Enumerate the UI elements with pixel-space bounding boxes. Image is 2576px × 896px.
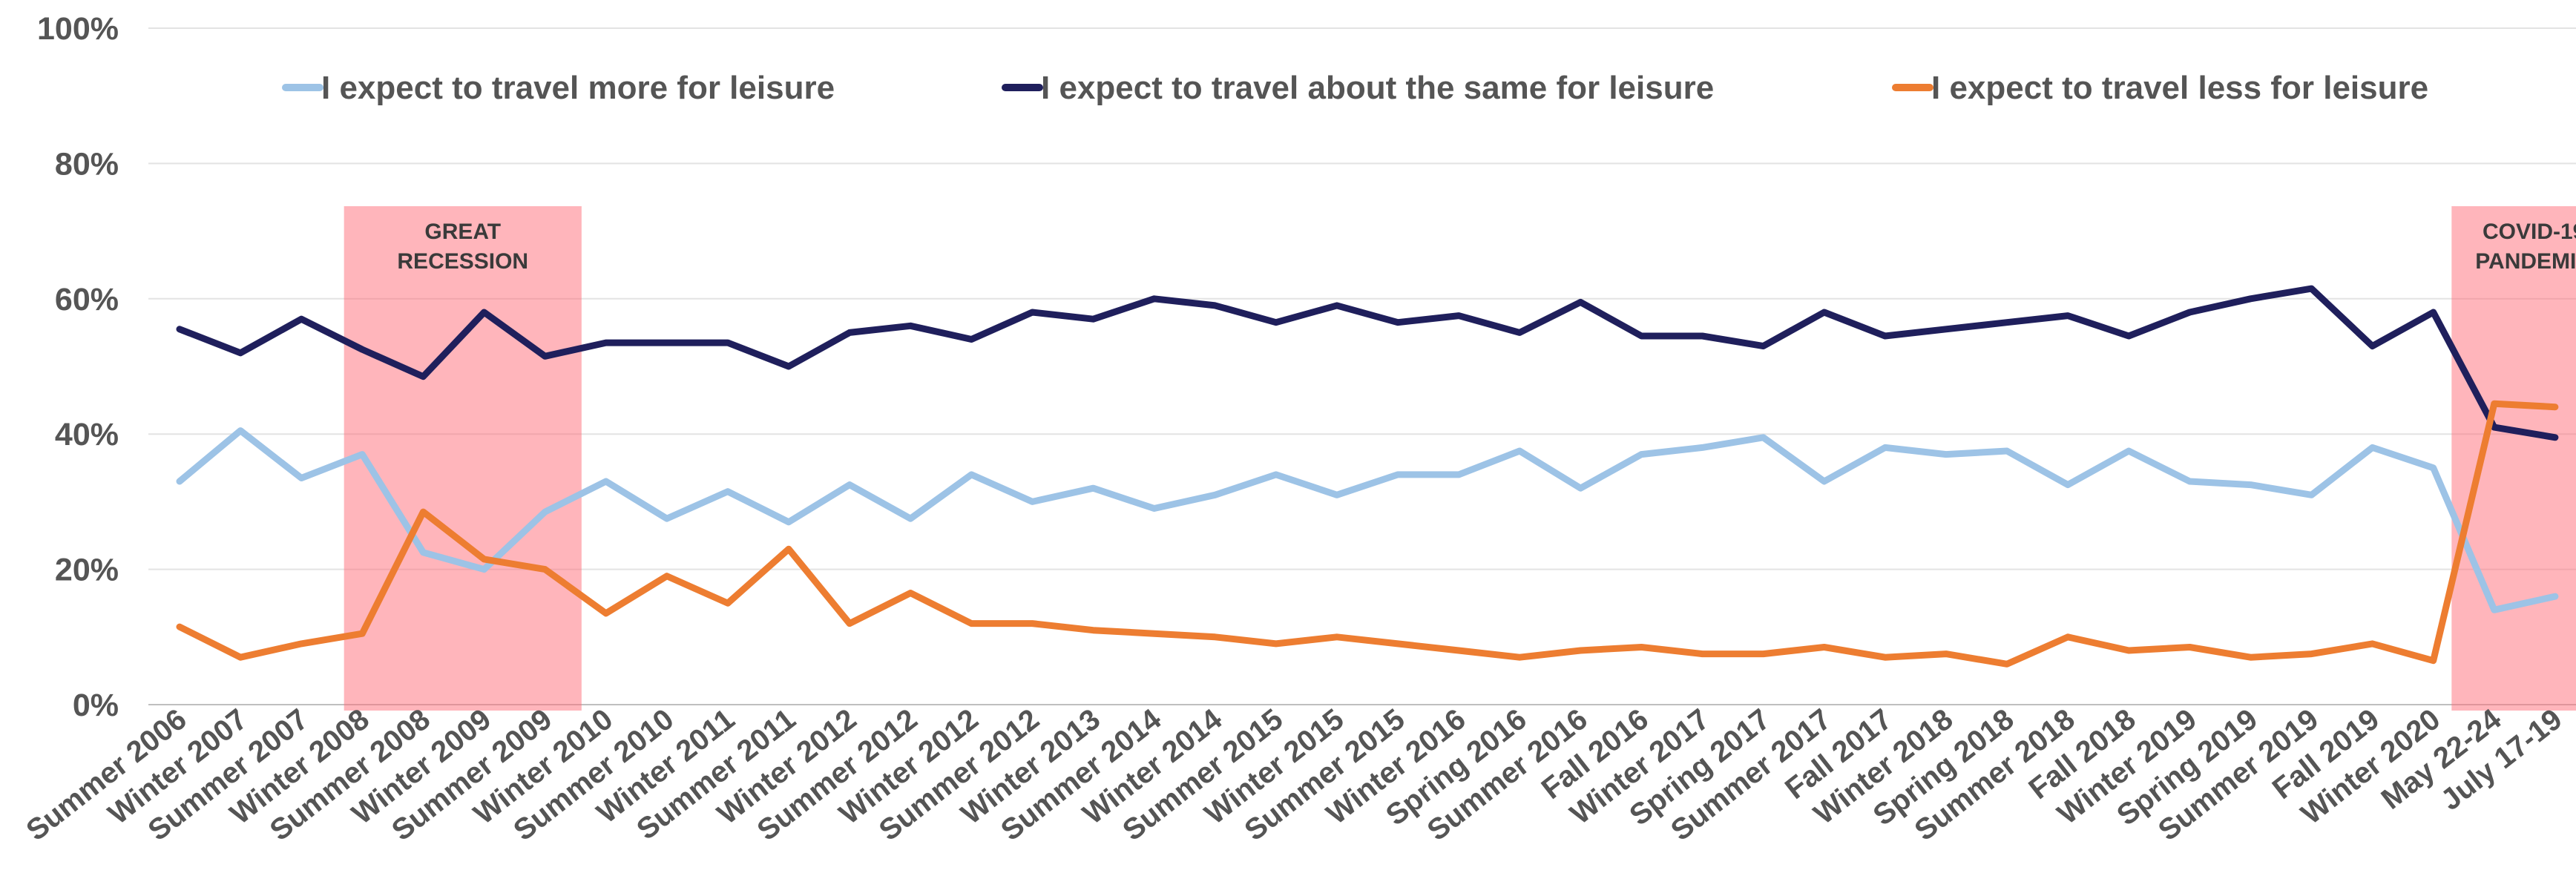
series-line xyxy=(176,427,2559,613)
y-tick-label: 20% xyxy=(55,553,119,588)
y-tick-label: 0% xyxy=(73,688,119,723)
series-line xyxy=(176,285,2559,441)
legend: I expect to travel more for leisure I exp… xyxy=(282,70,2428,106)
y-tick-label: 80% xyxy=(55,146,119,182)
legend-label: I expect to travel more for leisure xyxy=(321,70,835,106)
highlight-bands: GREAT RECESSION COVID-19 PANDEMIC xyxy=(344,206,2576,711)
highlight-band-label: RECESSION xyxy=(397,249,528,274)
highlight-band xyxy=(2451,206,2576,711)
legend-label: I expect to travel less for leisure xyxy=(1931,70,2428,106)
highlight-band-label: PANDEMIC xyxy=(2475,249,2576,274)
highlight-band-label: GREAT xyxy=(424,220,501,244)
y-axis-tick-labels: 0% 20% 40% 60% 80% 100% xyxy=(37,11,119,723)
y-tick-label: 60% xyxy=(55,282,119,317)
highlight-band-label: COVID-19 xyxy=(2483,220,2576,244)
highlight-band xyxy=(344,206,582,711)
y-tick-label: 40% xyxy=(55,417,119,452)
legend-label: I expect to travel about the same for le… xyxy=(1041,70,1714,106)
y-tick-label: 100% xyxy=(37,11,119,47)
series-lines xyxy=(176,285,2559,668)
series-line xyxy=(176,400,2559,668)
